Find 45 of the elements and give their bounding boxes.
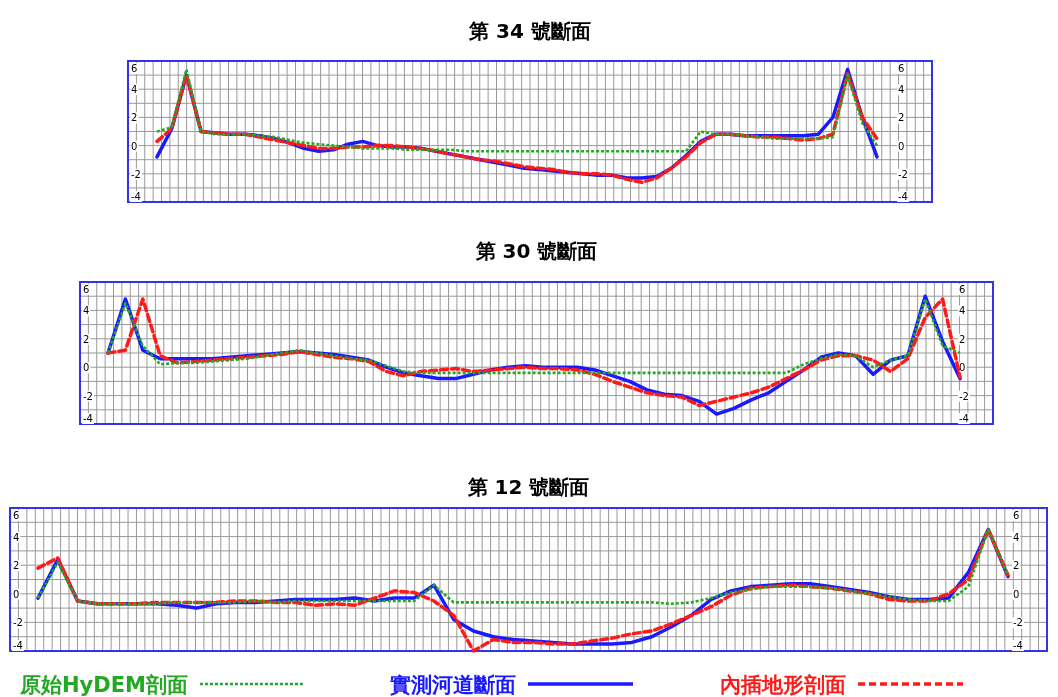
y-tick-label: 6: [83, 284, 90, 295]
y-tick-label: -4: [83, 413, 93, 424]
y-tick-label: -4: [13, 640, 23, 651]
y2-tick-label: -2: [959, 390, 969, 402]
chart-title: 第 30 號斷面: [474, 239, 598, 263]
y2-tick-label: 6: [898, 63, 905, 74]
y-tick-label: 4: [131, 84, 138, 96]
y-tick-label: 0: [131, 140, 138, 152]
y-tick-label: 2: [13, 560, 20, 572]
y2-tick-label: 4: [959, 305, 966, 317]
y2-tick-label: 6: [959, 284, 966, 295]
y2-tick-label: 0: [959, 362, 966, 374]
legend-item: 內插地形剖面: [720, 673, 963, 697]
y2-tick-label: -4: [898, 191, 908, 202]
y-tick-label: 0: [83, 362, 90, 374]
y-tick-label: -4: [131, 191, 141, 202]
y-tick-label: 2: [131, 112, 138, 124]
y-tick-label: -2: [131, 168, 141, 180]
legend-item: 原始HyDEM剖面: [20, 673, 305, 697]
y-tick-label: 0: [13, 588, 20, 600]
y2-tick-label: 2: [898, 112, 905, 124]
legend-label: 實測河道斷面: [390, 673, 516, 697]
y2-tick-label: -4: [1013, 640, 1023, 651]
y-tick-label: 4: [83, 305, 90, 317]
y2-tick-label: 2: [1013, 560, 1020, 572]
legend-label: 原始HyDEM剖面: [19, 673, 188, 697]
y2-tick-label: 0: [1013, 588, 1020, 600]
legend-label: 內插地形剖面: [720, 673, 846, 697]
y-tick-label: 2: [83, 333, 90, 345]
y2-tick-label: 0: [898, 140, 905, 152]
y2-tick-label: -2: [1013, 617, 1023, 629]
y2-tick-label: 4: [898, 84, 905, 96]
y2-tick-label: 6: [1013, 510, 1020, 521]
y2-tick-label: 2: [959, 333, 966, 345]
y-tick-label: 4: [13, 531, 20, 543]
y-tick-label: 6: [131, 63, 138, 74]
y2-tick-label: -4: [959, 413, 969, 424]
chart-title: 第 34 號斷面: [468, 19, 591, 43]
y2-tick-label: 4: [1013, 531, 1020, 543]
y-tick-label: 6: [13, 510, 20, 521]
chart-title: 第 12 號斷面: [466, 475, 590, 499]
legend-item: 實測河道斷面: [390, 673, 633, 697]
y-tick-label: -2: [83, 390, 93, 402]
y2-tick-label: -2: [898, 168, 908, 180]
y-tick-label: -2: [13, 617, 23, 629]
